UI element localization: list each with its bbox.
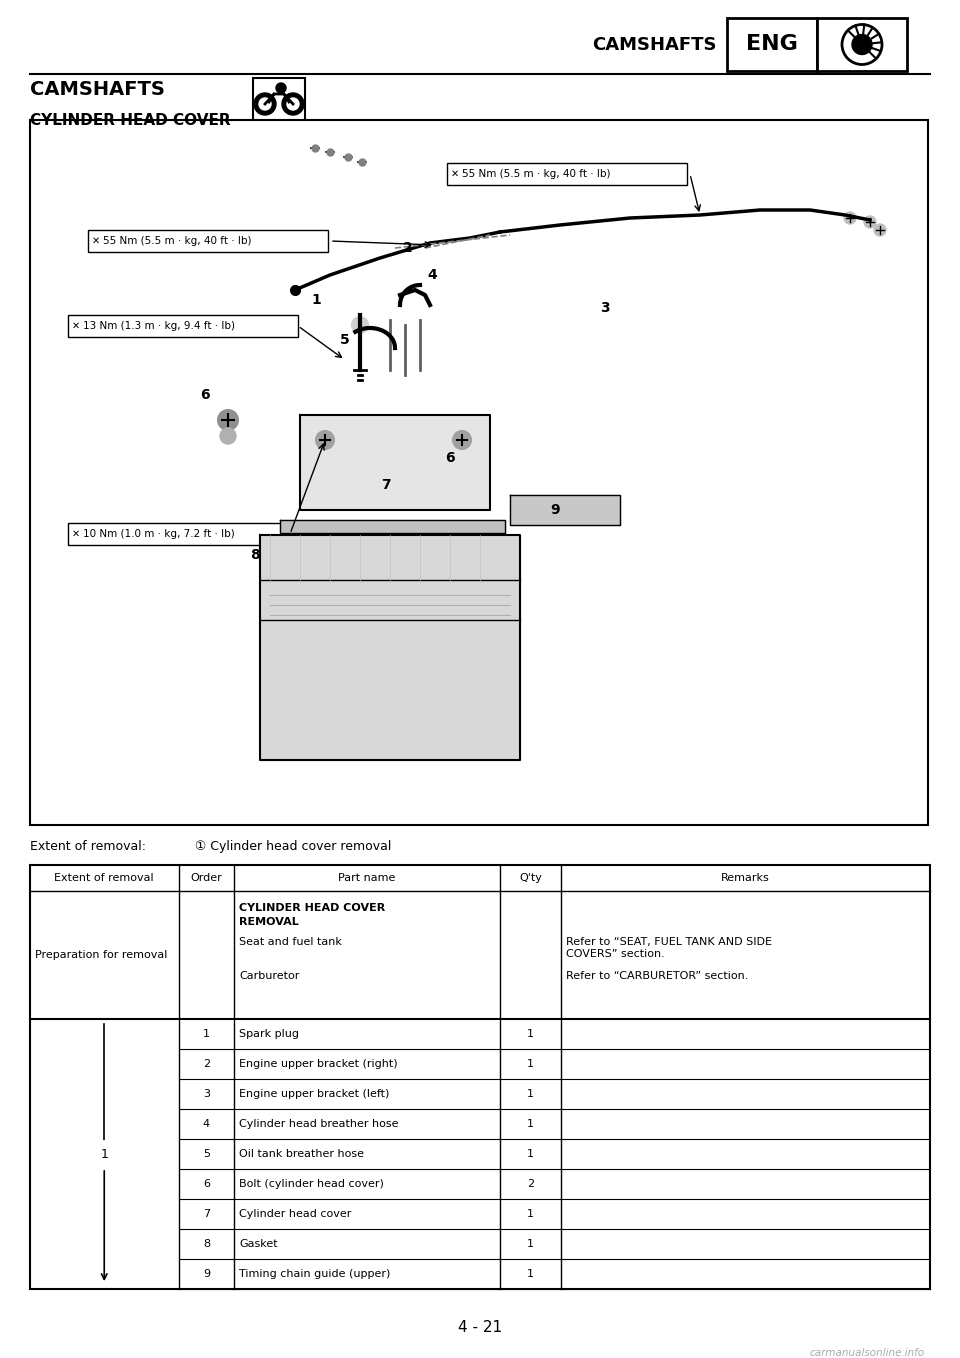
Text: 1: 1 [527,1119,534,1128]
Circle shape [276,83,286,92]
Text: 6: 6 [203,1179,210,1190]
Bar [727,18,817,71]
Text: ✕: ✕ [72,320,80,331]
Text: 4 - 21: 4 - 21 [458,1320,502,1335]
Text: 9: 9 [550,502,560,517]
Text: 1: 1 [527,1149,534,1158]
Text: 5: 5 [340,333,349,348]
Text: carmanualsonline.info: carmanualsonline.info [809,1348,925,1358]
Text: Extent of removal:: Extent of removal: [30,841,146,853]
Text: Bolt (cylinder head cover): Bolt (cylinder head cover) [239,1179,384,1190]
Text: Cylinder head breather hose: Cylinder head breather hose [239,1119,398,1128]
Bar [68,315,298,337]
Text: Engine upper bracket (right): Engine upper bracket (right) [239,1059,398,1069]
Text: 4: 4 [203,1119,210,1128]
Circle shape [282,92,304,115]
Text: 7: 7 [381,478,391,492]
Text: 8: 8 [251,549,260,562]
Text: ✕: ✕ [72,530,80,539]
Text: 10 Nm (1.0 m · kg, 7.2 ft · lb): 10 Nm (1.0 m · kg, 7.2 ft · lb) [83,530,235,539]
Circle shape [91,1141,117,1167]
Text: Spark plug: Spark plug [239,1029,300,1039]
Text: ✕: ✕ [451,168,459,179]
Circle shape [844,212,856,224]
Text: 2: 2 [403,240,413,255]
Circle shape [852,34,872,54]
Text: Part name: Part name [338,873,396,883]
Polygon shape [260,535,520,760]
Text: 2: 2 [527,1179,534,1190]
Text: 1: 1 [311,293,321,307]
Text: Seat and fuel tank: Seat and fuel tank [239,937,342,947]
Text: Q'ty: Q'ty [519,873,541,883]
Text: Refer to “SEAT, FUEL TANK AND SIDE
COVERS” section.: Refer to “SEAT, FUEL TANK AND SIDE COVER… [566,937,772,959]
Text: 3: 3 [203,1089,210,1099]
Circle shape [864,216,876,228]
Text: Order: Order [190,873,223,883]
Bar [253,77,305,122]
Polygon shape [510,496,620,526]
Text: CAMSHAFTS: CAMSHAFTS [592,35,717,53]
Text: Engine upper bracket (left): Engine upper bracket (left) [239,1089,390,1099]
Text: 1: 1 [203,1029,210,1039]
Circle shape [874,224,886,236]
Text: CYLINDER HEAD COVER: CYLINDER HEAD COVER [239,903,386,913]
Circle shape [254,92,276,115]
Text: 1: 1 [527,1089,534,1099]
Circle shape [259,98,271,110]
Text: 1: 1 [527,1209,534,1219]
Text: 1: 1 [527,1029,534,1039]
Text: 9: 9 [203,1268,210,1279]
Text: ENG: ENG [746,34,798,54]
Circle shape [220,428,236,444]
Polygon shape [280,520,505,532]
Text: CAMSHAFTS: CAMSHAFTS [30,80,165,99]
Bar [88,230,328,253]
Text: 7: 7 [203,1209,210,1219]
Text: 1: 1 [527,1268,534,1279]
Bar [817,18,907,71]
Circle shape [453,430,471,449]
Text: Oil tank breather hose: Oil tank breather hose [239,1149,364,1158]
Text: REMOVAL: REMOVAL [239,917,300,928]
Bar [30,865,930,1289]
Text: ✕: ✕ [92,236,100,246]
Circle shape [218,410,238,430]
Text: 1: 1 [100,1148,108,1161]
Text: 4: 4 [427,268,437,282]
Bar [447,163,687,185]
Bar [68,523,288,545]
Text: Timing chain guide (upper): Timing chain guide (upper) [239,1268,391,1279]
Text: 55 Nm (5.5 m · kg, 40 ft · lb): 55 Nm (5.5 m · kg, 40 ft · lb) [462,168,611,179]
Circle shape [352,316,368,333]
Text: Extent of removal: Extent of removal [55,873,154,883]
Text: Gasket: Gasket [239,1238,278,1249]
Text: 6: 6 [201,388,210,402]
Text: ① Cylinder head cover removal: ① Cylinder head cover removal [195,841,392,853]
Text: Cylinder head cover: Cylinder head cover [239,1209,351,1219]
Circle shape [287,98,299,110]
Text: 13 Nm (1.3 m · kg, 9.4 ft · lb): 13 Nm (1.3 m · kg, 9.4 ft · lb) [83,320,235,331]
Text: CYLINDER HEAD COVER: CYLINDER HEAD COVER [30,113,230,128]
Polygon shape [300,416,490,511]
Text: Refer to “CARBURETOR” section.: Refer to “CARBURETOR” section. [566,971,749,980]
Text: 55 Nm (5.5 m · kg, 40 ft · lb): 55 Nm (5.5 m · kg, 40 ft · lb) [103,236,252,246]
Text: 3: 3 [600,301,610,315]
Text: 8: 8 [203,1238,210,1249]
Text: Carburetor: Carburetor [239,971,300,980]
Bar [30,120,928,826]
Text: 6: 6 [445,451,455,464]
Text: Remarks: Remarks [721,873,770,883]
Text: 1: 1 [527,1059,534,1069]
Text: 5: 5 [203,1149,210,1158]
Text: Preparation for removal: Preparation for removal [35,951,167,960]
Text: 2: 2 [203,1059,210,1069]
Text: 1: 1 [527,1238,534,1249]
Circle shape [316,430,334,449]
